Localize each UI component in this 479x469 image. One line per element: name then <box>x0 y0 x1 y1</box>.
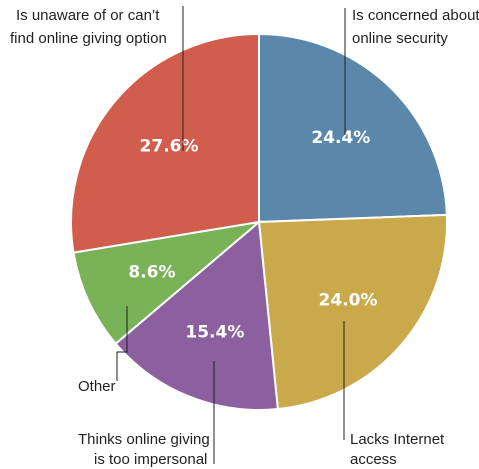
leader-line-other <box>116 306 128 381</box>
label-unaware-line2: find online giving option <box>10 30 167 47</box>
pie-percent-label-other: 8.6% <box>128 263 175 283</box>
label-impersonal-line1: Thinks online giving <box>78 431 210 448</box>
pie-percent-label-internet-access: 24.0% <box>319 290 378 310</box>
label-internet-access-line1: Lacks Internet <box>350 431 445 448</box>
label-unaware-line1: Is unaware of or can’t <box>16 7 160 24</box>
pie-slice-unaware <box>70 32 260 254</box>
label-internet-access-line2: access <box>350 451 397 468</box>
label-online-security-line1: Is concerned about <box>352 7 479 24</box>
pie-percent-label-online-security: 24.4% <box>311 128 370 148</box>
pie-percent-label-unaware: 27.6% <box>140 137 199 157</box>
pie-percent-labels: 24.4% 24.0% 15.4% 8.6% 27.6% <box>128 128 377 342</box>
label-other: Other <box>78 378 116 395</box>
pie-slice-internet-access <box>257 213 448 411</box>
pie-percent-label-impersonal: 15.4% <box>185 322 244 342</box>
pie-slice-impersonal <box>114 220 279 411</box>
pie-slice-online-security <box>258 32 448 224</box>
label-online-security-line2: online security <box>352 30 448 47</box>
label-impersonal-line2: is too impersonal <box>94 451 207 468</box>
pie-slice-other <box>72 220 263 346</box>
pie-slices <box>70 32 448 411</box>
